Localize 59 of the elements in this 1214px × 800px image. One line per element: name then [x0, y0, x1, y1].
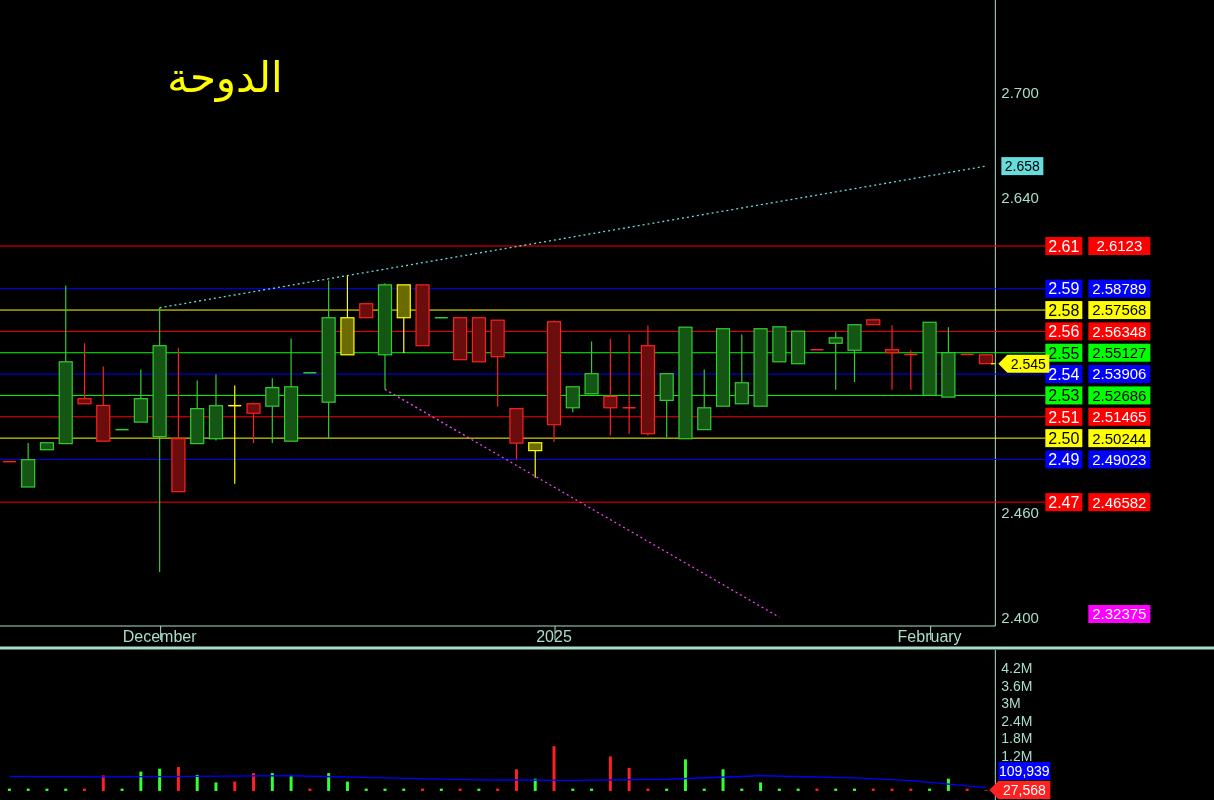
bar	[327, 773, 331, 791]
text: 27,568	[1002, 782, 1046, 799]
ref-line-label: 2.61	[1048, 237, 1080, 255]
y-tick-label: 4.2M	[1001, 660, 1033, 677]
text: 2.545	[1010, 355, 1047, 372]
bar	[289, 774, 293, 791]
ref-line-label: 2.53	[1048, 387, 1080, 405]
ref-line-label: 2.55	[1048, 344, 1080, 362]
bar	[345, 781, 349, 791]
text: 2.57568	[1092, 301, 1147, 319]
x-tick-label: 2025	[536, 628, 572, 645]
ref-line-label: 2.51	[1048, 408, 1080, 426]
y-tick-label: 2.700	[1001, 84, 1039, 102]
data-label: 2.658	[1004, 158, 1041, 175]
bar	[270, 773, 274, 791]
bar	[552, 746, 556, 791]
text: 2.51465	[1092, 408, 1147, 426]
line-series	[8, 775, 987, 789]
ref-line-label: 2.59	[1048, 280, 1080, 298]
text: 2.56348	[1092, 322, 1147, 340]
bar	[608, 756, 612, 791]
bar	[233, 781, 237, 791]
bar	[627, 767, 631, 791]
ref-line-label: 2.54	[1048, 365, 1080, 383]
y-tick-label: 2.640	[1001, 188, 1039, 206]
y-tick-label: 1.2M	[1001, 747, 1033, 764]
ref-line-label: 2.50	[1048, 429, 1080, 447]
y-tick-label: 2.460	[1001, 503, 1039, 521]
bar	[683, 759, 687, 791]
y-tick-label: 2.4M	[1001, 712, 1033, 729]
y-tick-label: 2.400	[1001, 608, 1039, 626]
text: 2.46582	[1092, 493, 1147, 511]
bar	[139, 771, 143, 791]
bar	[514, 769, 518, 791]
bar	[214, 782, 218, 791]
bar	[195, 774, 199, 791]
ref-line-label: 2.56	[1048, 323, 1080, 341]
text: 2.58789	[1092, 280, 1147, 298]
y-tick-label: 1.8M	[1001, 730, 1033, 747]
text: 2.52686	[1092, 386, 1147, 404]
text: الدوحة	[167, 53, 283, 102]
x-tick-label: February	[897, 628, 962, 645]
text: 2.53906	[1092, 365, 1147, 383]
text: 2.55127	[1092, 344, 1147, 362]
text: 2.32375	[1092, 605, 1147, 623]
ref-line-label: 2.47	[1048, 493, 1080, 511]
x-tick-label: December	[122, 628, 198, 645]
ref-line-label: 2.58	[1048, 301, 1080, 319]
bar	[176, 766, 180, 791]
text: 2.49023	[1092, 450, 1147, 468]
y-tick-label: 3.6M	[1001, 677, 1033, 694]
bar	[158, 768, 162, 791]
data-label: 109,939	[999, 763, 1050, 780]
text: 2.6123	[1096, 237, 1143, 255]
y-tick-label: 3M	[1001, 695, 1021, 712]
ref-line-label: 2.49	[1048, 451, 1080, 469]
bar	[759, 782, 763, 791]
text: 2.50244	[1092, 429, 1147, 447]
bar	[721, 769, 725, 791]
